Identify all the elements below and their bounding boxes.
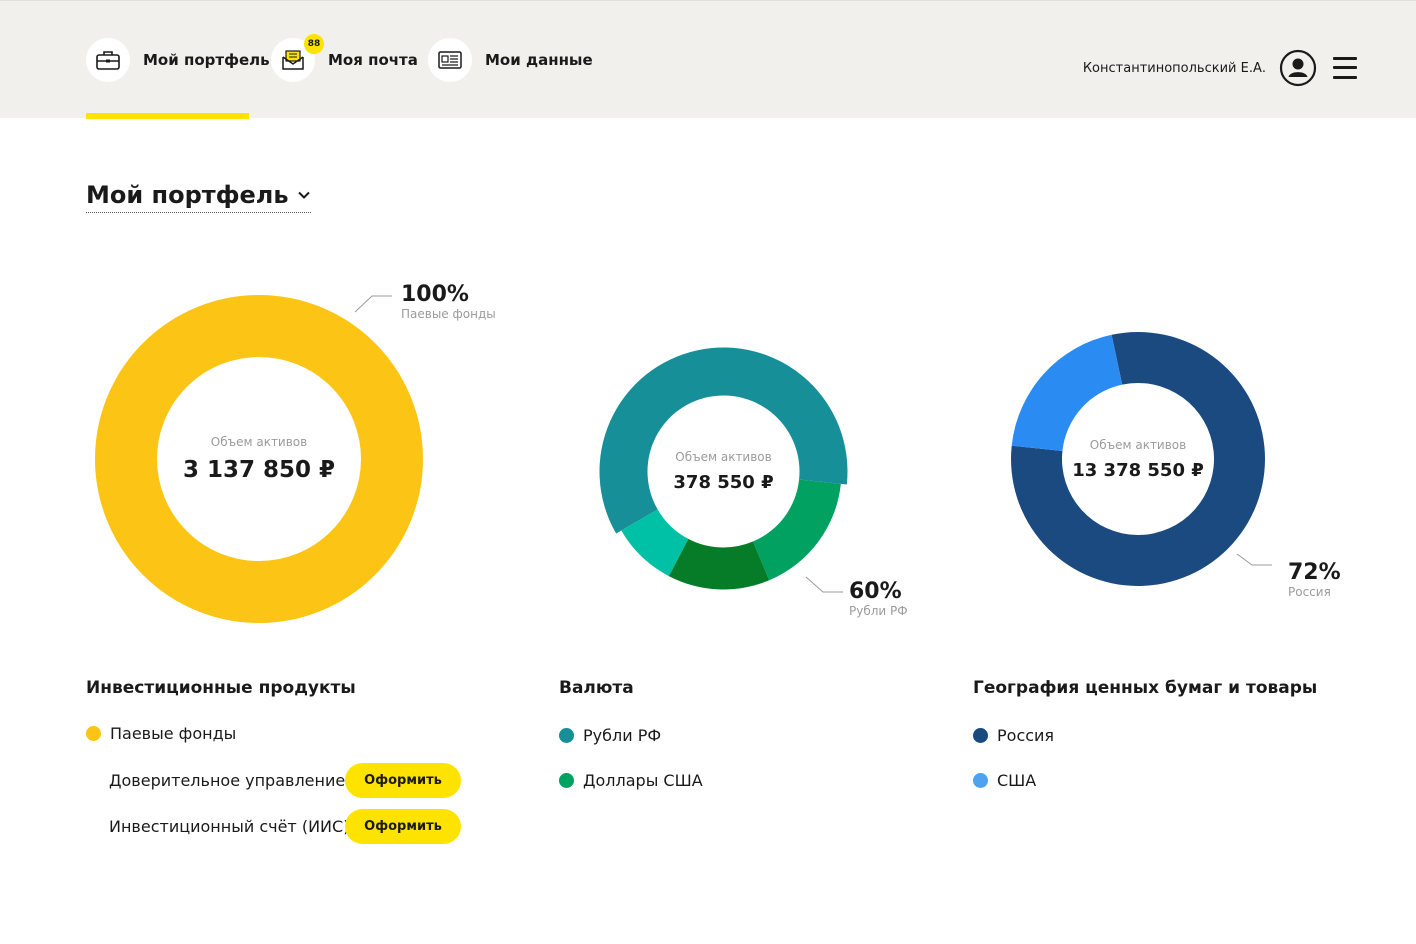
donut-slice [668,538,770,590]
apply-iis-account-button[interactable]: Оформить [345,809,461,844]
legend-item-usa: США [973,771,1036,790]
donut-slice [599,347,848,534]
callout-leader-line [1236,553,1272,566]
legend-item-russia: Россия [973,726,1054,745]
legend-item-trust-management: Доверительное управление [109,771,345,790]
portfolio-selector-dropdown[interactable]: Мой портфель [86,181,311,213]
chevron-down-icon [297,191,310,199]
id-card-icon [428,38,472,82]
apply-trust-management-button[interactable]: Оформить [345,763,461,798]
chart-center-label: Объем активов [675,450,772,464]
geography-callout: 72% Россия [1288,560,1341,600]
hamburger-menu-icon[interactable] [1331,55,1359,81]
products-callout: 100% Паевые фонды [401,282,496,322]
legend-label: Паевые фонды [110,724,237,743]
currency-legend-title: Валюта [559,678,634,698]
briefcase-icon [86,38,130,82]
mail-unread-badge: 88 [304,34,324,54]
legend-item-rub: Рубли РФ [559,726,661,745]
user-name: Константинопольский Е.А. [1082,60,1266,76]
geography-donut-chart: Объем активов 13 378 550 ₽ [1011,332,1265,586]
callout-percent: 72% [1288,560,1341,585]
legend-label: Доверительное управление [109,771,346,790]
mail-icon: 88 [271,34,324,82]
chart-center-value: 378 550 ₽ [673,472,774,493]
donut-slice [621,509,689,577]
nav-tab-my-data-label: Мои данные [485,51,593,69]
page-title: Мой портфель [86,181,289,209]
legend-dot [86,726,101,741]
legend-dot [973,773,988,788]
nav-tab-mail-label: Моя почта [328,51,418,69]
legend-label: Инвестиционный счёт (ИИС) [109,817,350,836]
currency-donut-chart: Объем активов 378 550 ₽ [599,347,848,596]
donut-slice [1011,332,1265,586]
legend-label: США [997,771,1037,790]
legend-item-iis-account: Инвестиционный счёт (ИИС) [109,817,349,836]
callout-leader-line [354,295,392,313]
top-navigation-bar: Мой портфель 88 Моя почта Мои данные Кон… [0,0,1416,119]
legend-dot [559,773,574,788]
chart-center-value: 3 137 850 ₽ [182,457,336,483]
donut-slice [752,479,841,581]
user-avatar-icon[interactable] [1279,49,1317,87]
legend-item-mutual-funds: Паевые фонды [86,724,236,743]
callout-percent: 100% [401,282,469,307]
donut-slice [95,295,423,623]
currency-callout: 60% Рубли РФ [849,579,908,619]
nav-tab-portfolio[interactable]: Мой портфель [86,1,270,119]
nav-tab-mail[interactable]: 88 Моя почта [271,1,418,119]
chart-center-label: Объем активов [210,435,308,449]
legend-dot [559,728,574,743]
nav-tab-my-data[interactable]: Мои данные [428,1,593,119]
legend-item-usd: Доллары США [559,771,703,790]
callout-percent: 60% [849,579,902,604]
nav-tab-portfolio-label: Мой портфель [143,51,270,69]
callout-label: Паевые фонды [401,307,496,321]
products-donut-chart: Объем активов 3 137 850 ₽ [95,295,423,623]
callout-label: Россия [1288,585,1331,599]
chart-center-value: 13 378 550 ₽ [1072,459,1204,481]
callout-leader-line [805,576,843,593]
active-tab-indicator [86,113,249,119]
chart-center-label: Объем активов [1089,437,1187,452]
legend-label: Доллары США [583,771,703,790]
products-legend-title: Инвестиционные продукты [86,678,356,698]
geography-legend-title: География ценных бумаг и товары [973,678,1318,698]
legend-dot [973,728,988,743]
legend-label: Рубли РФ [583,726,662,745]
callout-label: Рубли РФ [849,604,908,618]
legend-label: Россия [997,726,1055,745]
donut-slice [1011,334,1123,452]
